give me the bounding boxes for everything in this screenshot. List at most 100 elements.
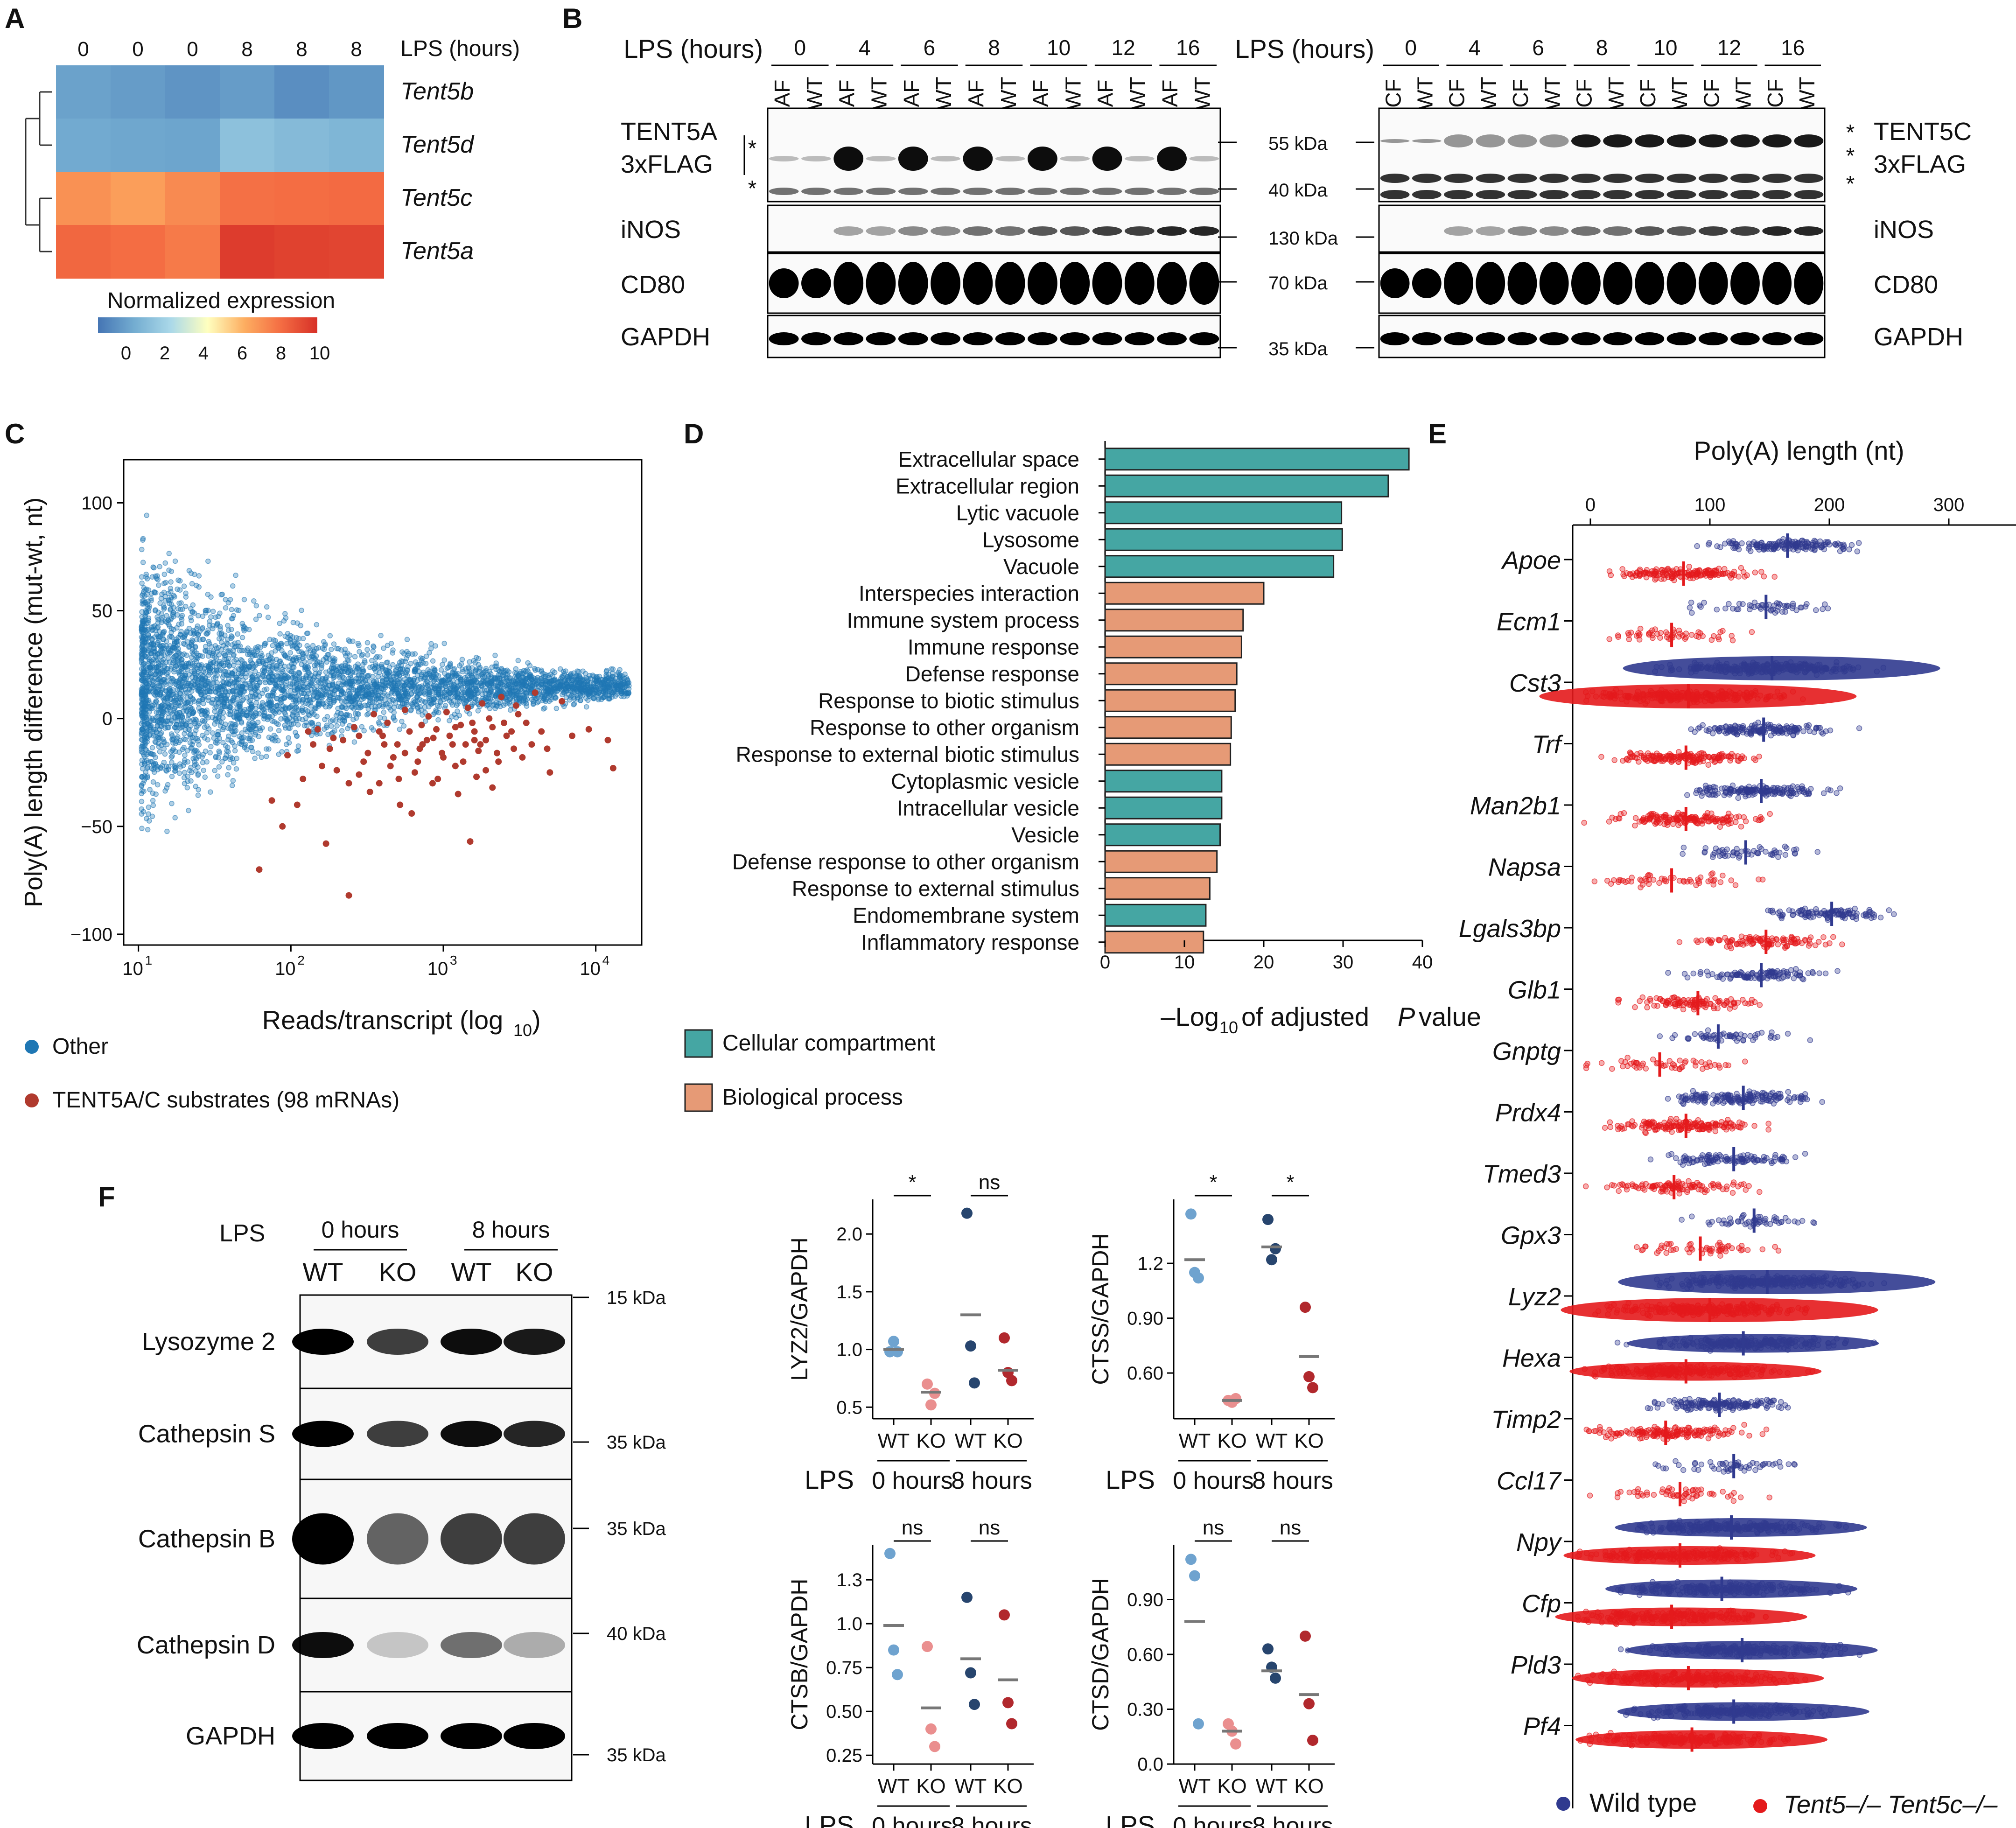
other-point bbox=[296, 675, 302, 680]
other-point bbox=[211, 735, 217, 741]
other-point bbox=[490, 692, 495, 698]
other-point bbox=[170, 645, 175, 651]
other-point bbox=[208, 789, 213, 795]
other-point bbox=[218, 639, 224, 645]
other-point bbox=[297, 696, 302, 702]
other-point bbox=[218, 693, 224, 699]
other-point bbox=[625, 680, 631, 686]
bar bbox=[1104, 742, 1232, 766]
heatmap-cell bbox=[329, 119, 384, 172]
other-point bbox=[252, 721, 257, 727]
blot-lane-label: WT bbox=[931, 77, 956, 110]
other-point bbox=[220, 710, 226, 715]
other-point bbox=[261, 687, 267, 693]
blot-band bbox=[1124, 156, 1155, 161]
blot-band bbox=[995, 188, 1025, 195]
blot-band bbox=[931, 226, 960, 236]
blot-lane-label: WT bbox=[1540, 77, 1564, 110]
blot-band bbox=[769, 332, 799, 345]
blot-band bbox=[1666, 226, 1696, 236]
other-point bbox=[465, 688, 471, 694]
substrate-point bbox=[508, 728, 515, 735]
other-point bbox=[167, 623, 173, 629]
other-point bbox=[253, 603, 259, 609]
other-point bbox=[299, 690, 304, 696]
other-point bbox=[403, 698, 409, 704]
other-point bbox=[161, 603, 167, 609]
other-point bbox=[503, 701, 509, 707]
other-point bbox=[193, 761, 199, 767]
blot-band bbox=[1539, 262, 1569, 305]
blot-time-label: 8 bbox=[988, 35, 1000, 60]
other-point bbox=[564, 688, 569, 693]
other-point bbox=[187, 727, 193, 733]
blot-band bbox=[1762, 134, 1792, 147]
other-point bbox=[447, 718, 452, 723]
other-point bbox=[213, 755, 219, 760]
bar-category-label: Defense response bbox=[905, 662, 1079, 686]
substrate-point bbox=[500, 719, 507, 726]
other-point bbox=[524, 683, 529, 689]
other-point bbox=[370, 673, 376, 679]
other-point bbox=[141, 692, 147, 698]
other-point bbox=[161, 663, 167, 669]
x-tick-exponent: 4 bbox=[602, 953, 610, 967]
other-point bbox=[201, 767, 206, 773]
other-point bbox=[161, 630, 167, 636]
other-point bbox=[205, 737, 210, 742]
swarm-point bbox=[1753, 542, 1759, 548]
other-point bbox=[146, 811, 151, 817]
blot-band bbox=[1157, 226, 1187, 236]
swarm-point bbox=[1748, 548, 1754, 554]
blot-band bbox=[1092, 332, 1122, 345]
other-point bbox=[257, 703, 262, 709]
blot-band bbox=[1507, 226, 1537, 236]
blot-band bbox=[898, 226, 928, 236]
substrate-point bbox=[585, 726, 592, 733]
other-point bbox=[166, 551, 172, 556]
other-point bbox=[139, 581, 145, 586]
other-point bbox=[469, 679, 475, 685]
substrate-point bbox=[477, 741, 484, 748]
x-axis-label-b: of adjusted bbox=[1241, 1002, 1369, 1031]
blot-lane-label: WT bbox=[867, 77, 891, 110]
blot-band bbox=[898, 188, 928, 195]
other-point bbox=[593, 679, 598, 685]
other-point bbox=[478, 680, 483, 686]
other-point bbox=[423, 660, 429, 666]
swarm-point bbox=[1804, 540, 1811, 546]
other-point bbox=[308, 720, 314, 725]
other-point bbox=[233, 644, 239, 649]
other-point bbox=[205, 683, 210, 689]
other-point bbox=[234, 692, 240, 698]
other-point bbox=[173, 749, 178, 754]
blot-marker-label: 70 kDa bbox=[1268, 273, 1328, 294]
x-tick-label: 300 bbox=[1933, 495, 1965, 515]
other-point bbox=[147, 787, 153, 792]
panel-label-b: B bbox=[562, 3, 582, 34]
blot-band bbox=[1189, 156, 1219, 161]
other-point bbox=[254, 648, 260, 654]
other-point bbox=[297, 657, 302, 663]
other-point bbox=[183, 722, 189, 728]
blot-band bbox=[1571, 262, 1601, 305]
blot-band bbox=[995, 156, 1025, 161]
other-point bbox=[327, 656, 333, 662]
heatmap-cell bbox=[329, 225, 384, 279]
other-point bbox=[150, 729, 156, 735]
other-point bbox=[212, 715, 218, 721]
other-point bbox=[159, 591, 165, 597]
other-point bbox=[171, 699, 177, 704]
other-point bbox=[273, 648, 278, 654]
blot-band bbox=[1730, 332, 1760, 345]
other-point bbox=[507, 707, 513, 713]
blot-band bbox=[833, 332, 864, 345]
other-point bbox=[235, 631, 240, 637]
other-point bbox=[289, 642, 295, 648]
blot-lane-label: WT bbox=[1061, 77, 1085, 110]
other-point bbox=[547, 689, 553, 694]
blot-time-label: 6 bbox=[1532, 35, 1544, 60]
blot-band bbox=[931, 188, 960, 195]
heatmap-cell bbox=[56, 225, 111, 279]
